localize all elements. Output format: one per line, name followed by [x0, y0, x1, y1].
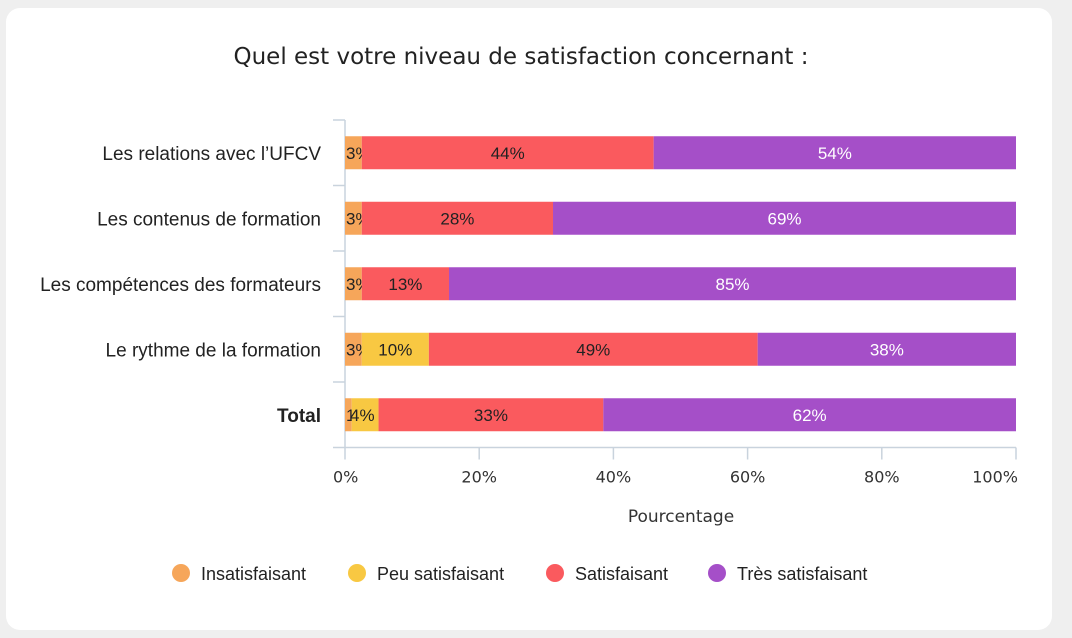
data-label: 44%: [491, 144, 525, 163]
x-tick-label: 0%: [333, 468, 358, 487]
bar-segment-satisfaisant: [361, 201, 554, 235]
bar-segment-tres-satisfaisant: [653, 136, 1016, 170]
data-label: 62%: [793, 406, 827, 425]
bar-segment-insatisfaisant: [345, 201, 362, 235]
legend-label: Très satisfaisant: [737, 564, 867, 584]
bar-segment-insatisfaisant: [345, 398, 352, 432]
data-label: 54%: [818, 144, 852, 163]
legend-item-insatisfaisant[interactable]: Insatisfaisant: [172, 564, 306, 584]
chart-card: Quel est votre niveau de satisfaction co…: [6, 8, 1052, 630]
bar-segment-insatisfaisant: [345, 332, 362, 366]
data-label: 28%: [440, 209, 474, 228]
x-tick-label: 20%: [461, 468, 497, 487]
legend-item-tres-satisfaisant[interactable]: Très satisfaisant: [708, 564, 867, 584]
category-label: Total: [277, 406, 321, 427]
legend-marker: [708, 564, 726, 582]
legend-label: Peu satisfaisant: [377, 564, 504, 584]
category-label: Les compétences des formateurs: [40, 275, 321, 296]
bar-segment-peu-satisfaisant: [361, 332, 429, 366]
legend-marker: [348, 564, 366, 582]
bar-segment-satisfaisant: [378, 398, 604, 432]
bar-segment-insatisfaisant: [345, 267, 362, 301]
bars: 3%44%54%3%28%69%3%13%85%3%10%49%38%1%4%3…: [345, 136, 1016, 432]
legend-label: Insatisfaisant: [201, 564, 306, 584]
x-tick-label: 40%: [596, 468, 632, 487]
category-label: Les relations avec l’UFCV: [102, 144, 321, 165]
legend-marker: [172, 564, 190, 582]
data-label: 13%: [388, 275, 422, 294]
bar-segment-tres-satisfaisant: [553, 201, 1016, 235]
bar-segment-peu-satisfaisant: [351, 398, 379, 432]
y-axis: Les relations avec l’UFCV Les contenus de…: [40, 119, 346, 449]
chart-title: Quel est votre niveau de satisfaction co…: [233, 44, 808, 70]
x-axis-title: Pourcentage: [628, 507, 734, 527]
bar-segment-satisfaisant: [361, 136, 654, 170]
bar-segment-satisfaisant: [361, 267, 450, 301]
legend-item-satisfaisant[interactable]: Satisfaisant: [546, 564, 668, 584]
data-label: 10%: [378, 340, 412, 359]
data-label: 4%: [350, 406, 375, 425]
x-tick-label: 60%: [730, 468, 766, 487]
legend-label: Satisfaisant: [575, 564, 668, 584]
data-label: 85%: [715, 275, 749, 294]
legend: Insatisfaisant Peu satisfaisant Satisfaisa…: [172, 564, 867, 584]
data-label: 38%: [870, 340, 904, 359]
bar-segment-tres-satisfaisant: [603, 398, 1016, 432]
data-label: 69%: [767, 209, 801, 228]
legend-item-peu-satisfaisant[interactable]: Peu satisfaisant: [348, 564, 504, 584]
bar-segment-satisfaisant: [428, 332, 758, 366]
x-tick-label: 100%: [972, 468, 1018, 487]
x-tick-label: 80%: [864, 468, 900, 487]
legend-marker: [546, 564, 564, 582]
category-label: Le rythme de la formation: [106, 340, 321, 361]
data-label: 49%: [576, 340, 610, 359]
bar-segment-insatisfaisant: [345, 136, 362, 170]
data-label: 33%: [474, 406, 508, 425]
x-axis: 0% 20% 40% 60% 80% 100%: [333, 446, 1018, 487]
stacked-bar-chart: Quel est votre niveau de satisfaction co…: [40, 44, 1018, 584]
bar-segment-tres-satisfaisant: [449, 267, 1016, 301]
bar-segment-tres-satisfaisant: [757, 332, 1016, 366]
category-label: Les contenus de formation: [97, 209, 321, 230]
